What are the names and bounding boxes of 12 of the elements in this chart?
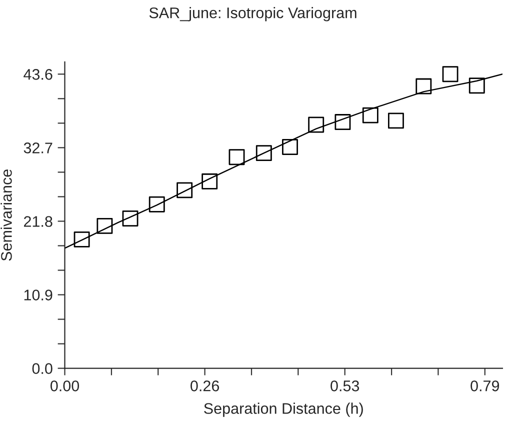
x-axis-title: Separation Distance (h) bbox=[204, 402, 363, 417]
x-tick-label: 0.26 bbox=[190, 380, 220, 392]
chart-title: SAR_june: Isotropic Variogram bbox=[149, 7, 356, 22]
y-tick-label: 43.6 bbox=[24, 69, 52, 80]
y-tick-label: 21.8 bbox=[24, 216, 52, 227]
x-tick-label: 0.53 bbox=[330, 380, 360, 392]
x-tick-label: 0.79 bbox=[470, 380, 500, 392]
y-tick-label: 0.0 bbox=[32, 363, 52, 374]
x-tick-label: 0.00 bbox=[50, 380, 80, 392]
y-tick-label: 32.7 bbox=[24, 142, 52, 154]
y-axis-title: Semivariance bbox=[0, 170, 12, 261]
y-tick-label: 10.9 bbox=[24, 290, 52, 300]
